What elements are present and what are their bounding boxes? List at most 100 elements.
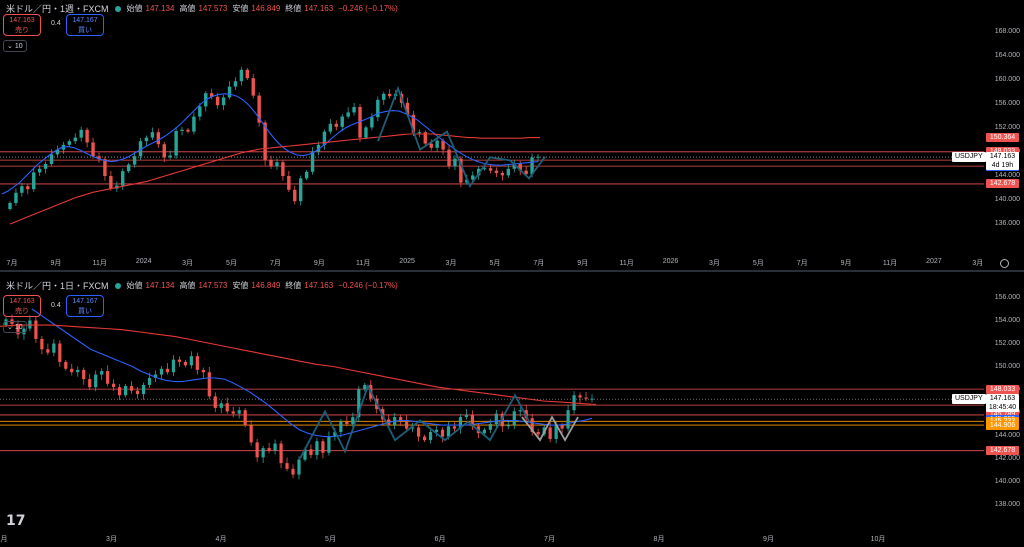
time-tick-label: 9月 [313, 260, 325, 267]
time-tick-label: 3月 [445, 260, 457, 267]
candle [440, 429, 445, 437]
sell-button[interactable]: 147.163 売り [3, 14, 41, 36]
candle [387, 93, 392, 97]
candle [584, 397, 588, 399]
candle [189, 356, 193, 366]
candle [506, 425, 510, 427]
indicator-toggle[interactable]: ⌄ 10 [3, 321, 27, 333]
candle [590, 398, 594, 400]
pane-divider[interactable] [0, 270, 1024, 272]
candle [327, 436, 331, 453]
close-value: 147.163 [304, 4, 334, 13]
price-tick-label: 144.000 [994, 172, 1020, 179]
indicator-toggle[interactable]: ⌄ 10 [3, 40, 27, 52]
pattern-line [377, 85, 546, 189]
candle [476, 168, 481, 176]
candle [162, 144, 166, 158]
candle [459, 158, 463, 183]
candle [370, 117, 374, 128]
price-tick-label: 144.000 [994, 431, 1020, 439]
candle [304, 171, 309, 179]
candle [334, 123, 338, 127]
price-tick-label: 154.000 [994, 316, 1020, 324]
candle [195, 356, 199, 370]
candle [340, 116, 344, 127]
candle [255, 442, 259, 458]
price-tick-label: 168.000 [994, 28, 1020, 35]
candle [488, 424, 492, 430]
weekly-chart-pane[interactable]: 米ドル／円・1週・FXCM 始値 147.134 高値 147.573 安値 146.… [0, 0, 1024, 270]
candle [530, 157, 534, 175]
candle [339, 421, 343, 433]
time-tick-label: 10月 [870, 536, 886, 543]
candle [64, 361, 68, 369]
candle [85, 129, 89, 143]
candle [310, 151, 315, 172]
candle [40, 338, 44, 350]
candle [144, 137, 149, 142]
candle [91, 142, 95, 157]
candle [345, 421, 349, 424]
price-tag: 145.789 [986, 410, 1019, 420]
candle [453, 158, 457, 167]
price-tick-label: 150.000 [994, 362, 1020, 370]
weekly-chart-canvas[interactable] [0, 0, 1024, 270]
candle [126, 164, 131, 172]
candle [269, 160, 273, 167]
candle [416, 427, 421, 437]
time-tick-label: 3月 [972, 260, 984, 267]
candle [321, 441, 325, 453]
candle [112, 383, 116, 388]
price-tick-label: 136.000 [994, 220, 1020, 227]
candle [82, 369, 86, 380]
candle [174, 131, 178, 156]
candle [263, 122, 267, 161]
time-tick-label: 5月 [489, 260, 501, 267]
candle [376, 99, 380, 118]
candle [121, 171, 125, 186]
time-tick-label: 2026 [662, 258, 679, 265]
candle [554, 425, 558, 439]
candle [150, 132, 155, 138]
buy-button[interactable]: 147.167 買い [66, 295, 104, 317]
settings-icon[interactable] [1000, 259, 1009, 268]
symbol-title[interactable]: 米ドル／円・1週・FXCM [6, 4, 109, 14]
buy-button[interactable]: 147.167 買い [66, 14, 104, 36]
candle [168, 155, 172, 158]
candle [165, 368, 170, 373]
candle [518, 163, 522, 171]
candle [32, 172, 36, 190]
time-tick-label: 6月 [434, 536, 446, 543]
candle [470, 414, 475, 427]
spread-value: 0.4 [51, 302, 61, 309]
candle [441, 140, 445, 150]
daily-chart-pane[interactable]: 米ドル／円・1日・FXCM 始値 147.134 高値 147.573 安値 146.… [0, 272, 1024, 547]
candle [291, 468, 295, 475]
candle [58, 343, 62, 362]
price-tick-label: 142.000 [994, 454, 1020, 462]
candle [417, 132, 422, 134]
time-tick-label: 7月 [6, 260, 18, 267]
ma-long-line [0, 324, 597, 406]
candle [180, 129, 184, 131]
candle [566, 410, 570, 429]
candle [46, 349, 50, 353]
candle [298, 178, 303, 202]
candle [494, 413, 498, 424]
candle [34, 320, 38, 339]
price-tick-label: 160.000 [994, 76, 1020, 83]
candle [411, 114, 416, 133]
low-value: 146.849 [251, 4, 281, 13]
candle [435, 140, 439, 148]
symbol-tag: USDJPY [952, 152, 986, 163]
sell-button[interactable]: 147.163 売り [3, 295, 41, 317]
time-tick-label: 3月 [182, 260, 194, 267]
candle [94, 374, 98, 388]
candle [8, 203, 12, 209]
daily-chart-canvas[interactable] [0, 272, 1024, 547]
ma-long-line [9, 133, 540, 225]
tradingview-logo[interactable]: 17 [6, 513, 26, 529]
candle [239, 69, 244, 82]
symbol-title[interactable]: 米ドル／円・1日・FXCM [6, 281, 109, 291]
candle [346, 112, 350, 117]
